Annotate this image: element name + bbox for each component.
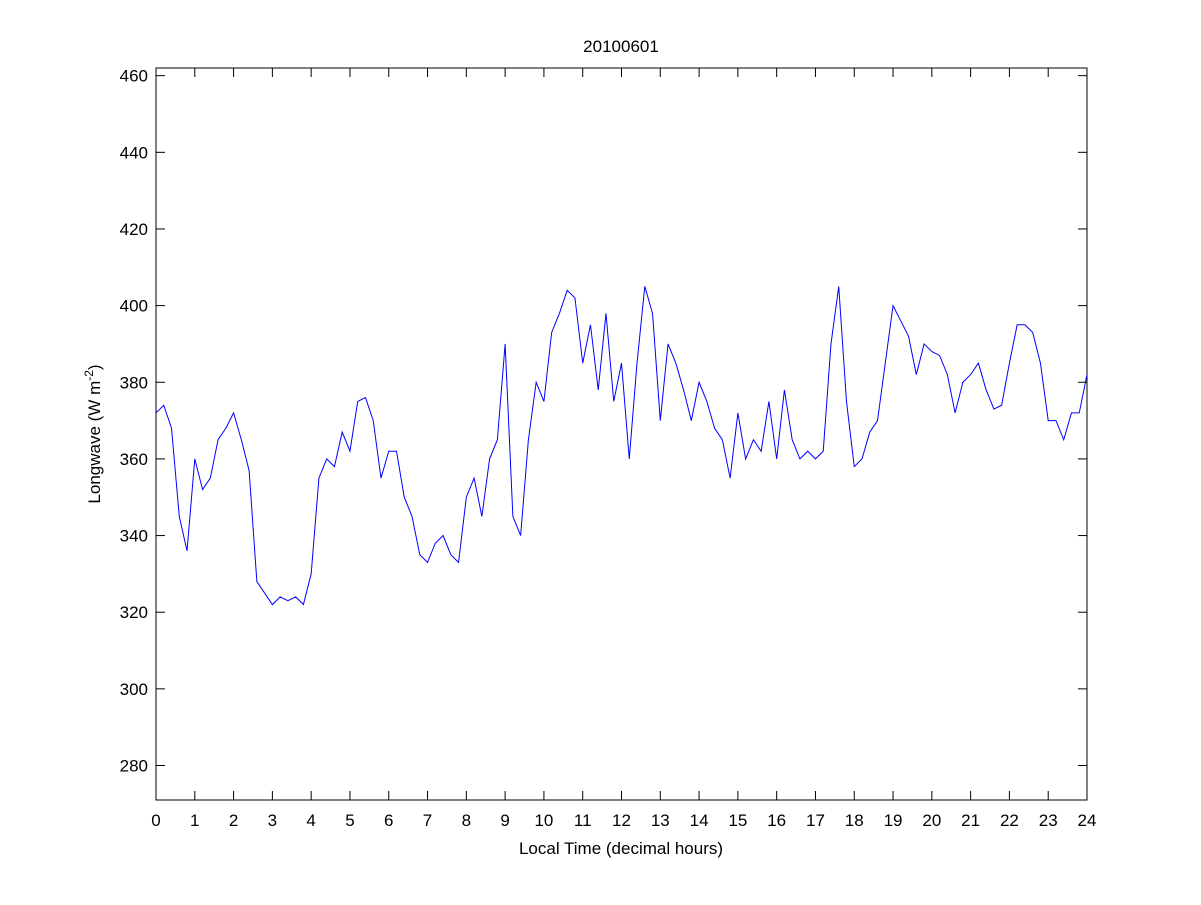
y-tick-label: 440: [120, 143, 148, 162]
x-tick-label: 21: [961, 811, 980, 830]
data-line: [155, 286, 1088, 606]
y-tick-label: 380: [120, 373, 148, 392]
y-tick-label: 420: [120, 220, 148, 239]
x-tick-label: 10: [534, 811, 553, 830]
x-tick-label: 20: [922, 811, 941, 830]
x-tick-label: 7: [423, 811, 432, 830]
x-tick-label: 16: [767, 811, 786, 830]
y-tick-label: 340: [120, 527, 148, 546]
y-axis-label-end: ): [85, 364, 104, 370]
y-tick-label: 300: [120, 680, 148, 699]
x-tick-label: 12: [612, 811, 631, 830]
x-tick-label: 6: [384, 811, 393, 830]
y-axis-label-text: Longwave (W m: [85, 381, 104, 504]
x-tick-label: 0: [151, 811, 160, 830]
x-tick-label: 18: [845, 811, 864, 830]
x-tick-label: 22: [1000, 811, 1019, 830]
x-tick-label: 19: [884, 811, 903, 830]
x-tick-label: 17: [806, 811, 825, 830]
y-tick-label: 400: [120, 297, 148, 316]
x-tick-label: 5: [345, 811, 354, 830]
chart-title: 20100601: [583, 37, 659, 56]
y-tick-label: 280: [120, 757, 148, 776]
y-tick-label: 320: [120, 603, 148, 622]
x-tick-label: 24: [1078, 811, 1097, 830]
x-tick-label: 8: [462, 811, 471, 830]
x-tick-label: 23: [1039, 811, 1058, 830]
x-tick-label: 3: [268, 811, 277, 830]
y-tick-label: 460: [120, 67, 148, 86]
x-tick-label: 9: [500, 811, 509, 830]
y-axis-label-sup: -2: [82, 370, 96, 381]
plot-area: [155, 67, 1088, 801]
x-axis-label: Local Time (decimal hours): [519, 839, 723, 858]
x-tick-label: 11: [574, 811, 592, 830]
y-tick-label: 360: [120, 450, 148, 469]
x-tick-label: 14: [690, 811, 709, 830]
x-tick-label: 15: [728, 811, 747, 830]
x-tick-label: 1: [190, 811, 199, 830]
y-axis-label: Longwave (W m-2): [82, 364, 104, 503]
x-tick-label: 4: [306, 811, 315, 830]
x-tick-label: 13: [651, 811, 670, 830]
x-tick-label: 2: [229, 811, 238, 830]
